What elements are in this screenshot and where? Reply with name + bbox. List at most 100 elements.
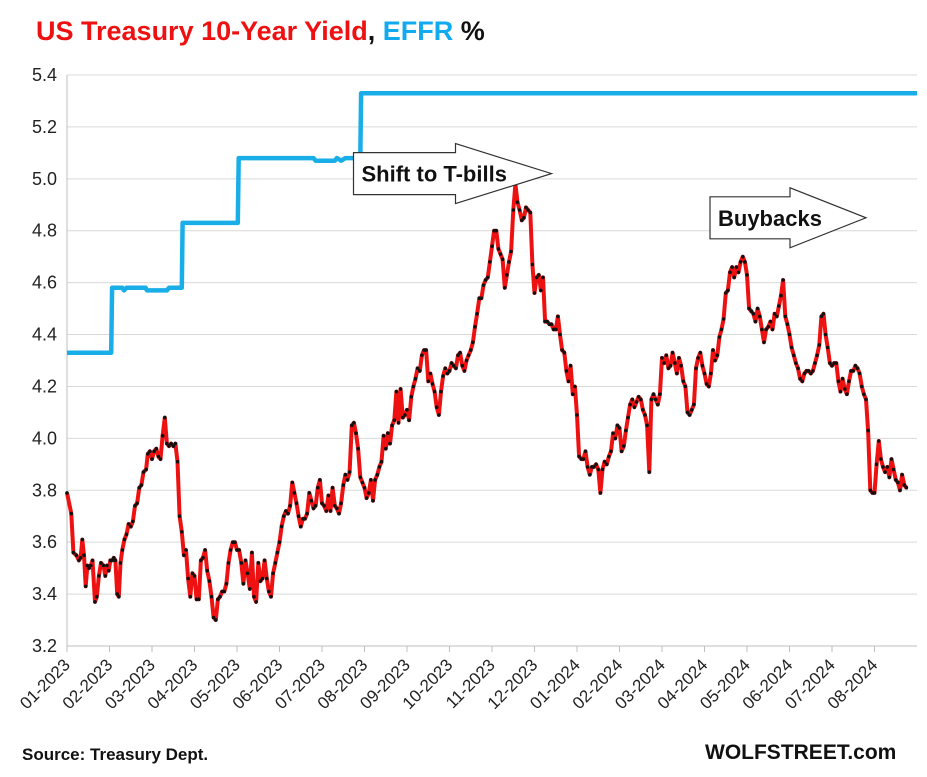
yield-point xyxy=(558,332,562,337)
yield-point xyxy=(160,434,165,438)
yield-point xyxy=(883,470,887,474)
yield-point xyxy=(267,589,271,594)
yield-point xyxy=(806,369,811,373)
yield-point xyxy=(571,392,575,397)
yield-point xyxy=(792,353,796,358)
yield-point xyxy=(626,415,630,420)
yield-point xyxy=(330,485,335,490)
yield-point xyxy=(245,571,250,576)
yield-point xyxy=(809,371,813,376)
yield-point xyxy=(124,532,129,537)
yield-point xyxy=(766,325,771,329)
yield-point xyxy=(609,449,613,454)
yield-point xyxy=(190,571,195,576)
yield-point xyxy=(392,418,397,423)
yield-point xyxy=(401,415,405,420)
yield-point xyxy=(373,478,377,482)
y-tick-label: 5.2 xyxy=(32,117,57,137)
yield-point xyxy=(600,467,605,472)
yield-point xyxy=(99,561,103,565)
yield-point xyxy=(877,439,881,443)
yield-point xyxy=(328,509,333,513)
yield-point xyxy=(144,467,148,472)
yield-point xyxy=(207,579,212,583)
yield-point xyxy=(120,548,125,552)
yield-point xyxy=(386,431,390,436)
yield-point xyxy=(447,369,452,373)
yield-point xyxy=(624,428,628,433)
yield-point xyxy=(150,457,154,461)
yield-point xyxy=(173,441,178,446)
effr-line xyxy=(67,90,917,355)
yield-point xyxy=(197,597,201,602)
yield-point xyxy=(585,465,590,469)
y-tick-label: 3.4 xyxy=(32,584,57,604)
series-layer xyxy=(65,90,917,622)
yield-point xyxy=(675,371,679,376)
yield-point xyxy=(148,449,152,454)
yield-point xyxy=(182,553,186,557)
y-tick-label: 4.0 xyxy=(32,428,57,448)
yield-point xyxy=(146,452,150,456)
yield-point xyxy=(717,335,722,339)
yield-point xyxy=(237,548,241,552)
yield-point xyxy=(505,273,509,277)
yield-point xyxy=(71,550,76,555)
yield-point xyxy=(577,454,581,459)
yield-point xyxy=(424,348,428,352)
yield-point xyxy=(74,553,79,557)
title-separator: , xyxy=(367,16,376,46)
yield-point xyxy=(415,366,420,371)
yield-point xyxy=(777,304,781,308)
yield-point xyxy=(781,278,785,282)
yield-point xyxy=(171,444,176,448)
yield-point xyxy=(528,210,533,215)
yield-point xyxy=(390,423,394,428)
yield-point xyxy=(384,446,388,451)
yield-point xyxy=(360,480,365,485)
yield-point xyxy=(258,579,263,583)
yield-point xyxy=(615,423,620,428)
yield-point xyxy=(498,252,503,256)
yield-point xyxy=(690,408,694,412)
yield-point xyxy=(741,254,745,259)
yield-point xyxy=(891,467,896,472)
yield-point xyxy=(117,594,121,599)
yield-point xyxy=(428,371,433,376)
yield-point xyxy=(199,558,203,563)
yield-point xyxy=(704,382,709,386)
yield-point xyxy=(602,459,607,464)
yield-point xyxy=(566,379,571,384)
yield-point xyxy=(520,218,524,223)
yield-point xyxy=(343,472,348,477)
yield-point xyxy=(445,371,450,376)
yield-point xyxy=(311,506,316,511)
yield-point xyxy=(524,205,528,210)
yield-point xyxy=(262,558,267,563)
yield-point xyxy=(511,208,516,212)
yield-point xyxy=(469,348,473,352)
yield-point xyxy=(169,441,173,446)
yield-point xyxy=(101,563,106,568)
yield-point xyxy=(838,389,843,394)
yield-point xyxy=(496,247,501,251)
yield-point xyxy=(131,519,135,524)
y-tick-label: 3.6 xyxy=(32,532,57,552)
y-tick-label: 4.4 xyxy=(32,325,57,345)
yield-point xyxy=(371,498,375,503)
yield-point xyxy=(490,244,494,249)
yield-point xyxy=(456,353,460,358)
yield-point xyxy=(768,319,773,324)
yield-point xyxy=(568,363,573,368)
yield-point xyxy=(898,488,902,493)
yield-point xyxy=(643,413,647,417)
yield-point xyxy=(326,493,331,498)
yield-point xyxy=(275,550,280,555)
yield-point xyxy=(872,491,877,495)
yield-point xyxy=(347,470,352,474)
yield-point xyxy=(405,408,409,412)
yield-point xyxy=(653,397,658,402)
yield-point xyxy=(110,558,114,563)
yield-point xyxy=(129,524,133,529)
